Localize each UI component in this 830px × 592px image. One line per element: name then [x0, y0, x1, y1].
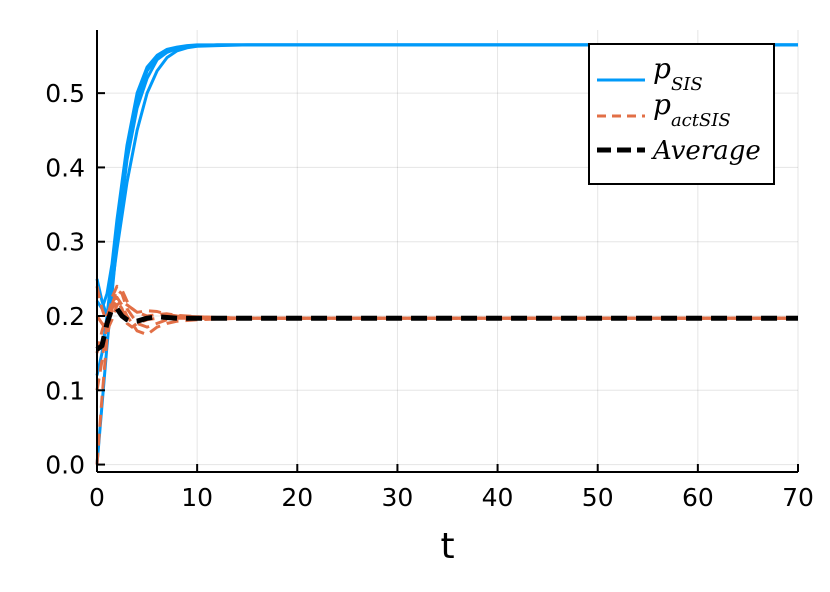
x-tick-label: 70	[782, 483, 814, 512]
legend-box	[588, 43, 775, 185]
x-ticks: 0 10 20 30 40 50 60 70	[89, 464, 814, 512]
series-line	[95, 43, 798, 311]
series-line	[95, 284, 798, 391]
x-tick-label: 20	[281, 483, 313, 512]
y-tick-label: 0.5	[45, 79, 85, 108]
y-tick-label: 0.3	[45, 228, 85, 257]
series-line	[95, 306, 798, 352]
y-tick-label: 0.0	[45, 451, 85, 480]
y-tick-label: 0.4	[45, 153, 85, 182]
y-tick-label: 0.1	[45, 376, 85, 405]
x-tick-label: 50	[582, 483, 614, 512]
x-tick-label: 0	[89, 483, 105, 512]
legend-label-subscript: SIS	[671, 74, 703, 95]
series-layer	[95, 43, 798, 465]
series-line	[95, 295, 798, 354]
x-tick-label: 60	[682, 483, 714, 512]
legend-label: Average	[651, 136, 761, 166]
y-ticks: 0.0 0.1 0.2 0.3 0.4 0.5	[45, 79, 105, 480]
axes	[96, 30, 798, 473]
legend-label-subscript: actSIS	[671, 110, 731, 131]
series-average	[95, 306, 798, 352]
x-tick-label: 40	[482, 483, 514, 512]
x-tick-label: 10	[181, 483, 213, 512]
y-tick-label: 0.2	[45, 302, 85, 331]
x-axis-title: t	[440, 526, 454, 567]
series-p-sis	[95, 43, 798, 465]
x-tick-label: 30	[382, 483, 414, 512]
